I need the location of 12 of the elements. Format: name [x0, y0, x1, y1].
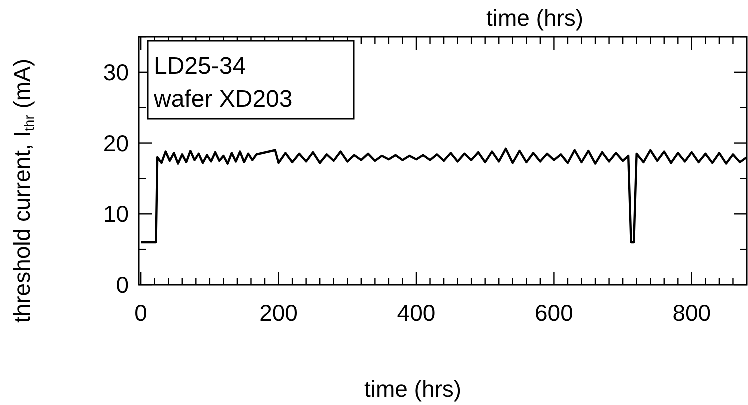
x-tick-label: 0	[134, 300, 148, 326]
x-tick-label: 200	[260, 300, 298, 326]
x-tick-label: 400	[397, 300, 436, 326]
y-tick-label: 30	[103, 59, 129, 86]
y-tick-label: 10	[103, 201, 129, 228]
x-tick-label: 600	[535, 300, 574, 326]
annotation: LD25-34 wafer XD203	[153, 53, 293, 113]
x-axis-title: time (hrs)	[364, 376, 462, 402]
y-tick-label: 20	[103, 130, 129, 156]
y-tick-label: 0	[116, 272, 129, 298]
x2-axis-title: time (hrs)	[486, 5, 584, 31]
x-tick-label: 800	[672, 300, 712, 326]
